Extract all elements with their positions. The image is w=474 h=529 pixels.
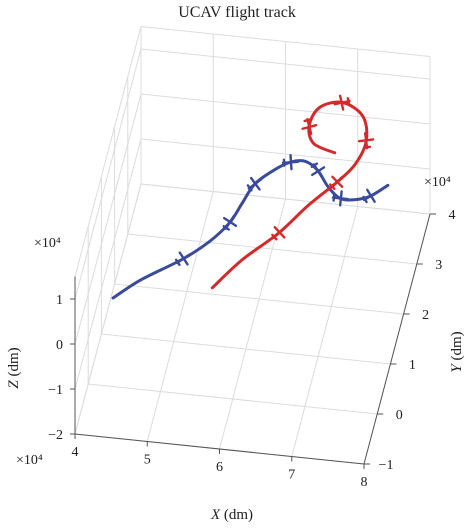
aircraft-marker — [222, 214, 238, 231]
back-wall-grid-z — [140, 26, 431, 57]
x-axis-label-text: X — [210, 507, 221, 523]
left-wall-grid-z — [74, 138, 142, 390]
aircraft-marker — [362, 188, 379, 204]
aircraft-marker — [271, 226, 286, 241]
tick-labels: 4 5 6 7 8 −1 0 1 2 3 4 −2 −1 0 1 — [48, 208, 455, 490]
y-exponent: ×10⁴ — [424, 175, 451, 190]
z-tick-label: 1 — [56, 293, 63, 308]
chart-title: UCAV flight track — [178, 4, 296, 21]
z-tick-label: 0 — [56, 338, 63, 353]
x-tick-label: 5 — [144, 453, 151, 468]
back-wall-grid-z — [140, 93, 431, 125]
x-exponent: ×10⁴ — [16, 453, 43, 468]
aircraft-marker — [357, 132, 375, 150]
y-axis-line — [363, 213, 431, 465]
floor-grid-x — [291, 206, 359, 457]
left-wall-grid-z — [74, 48, 142, 300]
z-axis-label-unit: (dm) — [6, 347, 22, 376]
x-tick-label: 6 — [216, 460, 223, 475]
x-axis-label-unit: (dm) — [224, 507, 253, 523]
y-axis-label-text: Y — [449, 363, 465, 373]
aircraft-marker — [281, 154, 300, 171]
z-tick-label: −1 — [48, 383, 63, 398]
floor-grid-y — [127, 233, 417, 265]
track-line-1 — [111, 159, 390, 300]
aircraft-marker — [329, 175, 344, 191]
aircraft-marker — [246, 176, 263, 192]
floor-grid-x — [146, 191, 214, 442]
x-tick-label: 8 — [361, 475, 368, 490]
x-tick-label: 7 — [288, 468, 295, 483]
back-wall-grid-z — [140, 183, 431, 215]
aircraft-marker — [333, 94, 351, 111]
left-wall-grid-z — [74, 26, 142, 277]
x-tick-label: 4 — [72, 445, 79, 460]
z-tick-label: −2 — [48, 428, 63, 443]
z-axis-label: Z (dm) — [6, 347, 22, 388]
aircraft-marker — [331, 190, 350, 207]
floor-grid-y — [114, 283, 404, 315]
x-axis-label: X (dm) — [210, 507, 253, 523]
flight-tracks — [111, 94, 390, 300]
axes — [70, 213, 436, 469]
left-wall-grid-z — [74, 183, 142, 435]
y-tick-label: 4 — [449, 208, 456, 223]
z-exponent: ×10⁴ — [34, 236, 61, 251]
y-tick-label: 1 — [409, 358, 416, 373]
left-wall-grid-z — [74, 93, 142, 345]
floor-grid-y — [101, 333, 391, 365]
back-wall-grid-z — [140, 48, 431, 80]
aircraft-marker — [174, 251, 191, 267]
floor-grid-y — [88, 383, 378, 415]
floor-grid-x — [219, 198, 286, 450]
y-tick-label: 3 — [435, 258, 442, 273]
aircraft-marker — [301, 118, 318, 135]
y-axis-label: Y (dm) — [449, 331, 465, 372]
grid-lines — [74, 26, 431, 465]
y-tick-label: −1 — [379, 458, 394, 473]
back-wall-grid-z — [140, 138, 431, 170]
y-axis-label-unit: (dm) — [449, 331, 465, 360]
y-tick-label: 0 — [396, 408, 403, 423]
z-axis-label-text: Z — [6, 380, 22, 389]
aircraft-marker — [310, 162, 326, 179]
y-tick-label: 2 — [422, 308, 429, 323]
